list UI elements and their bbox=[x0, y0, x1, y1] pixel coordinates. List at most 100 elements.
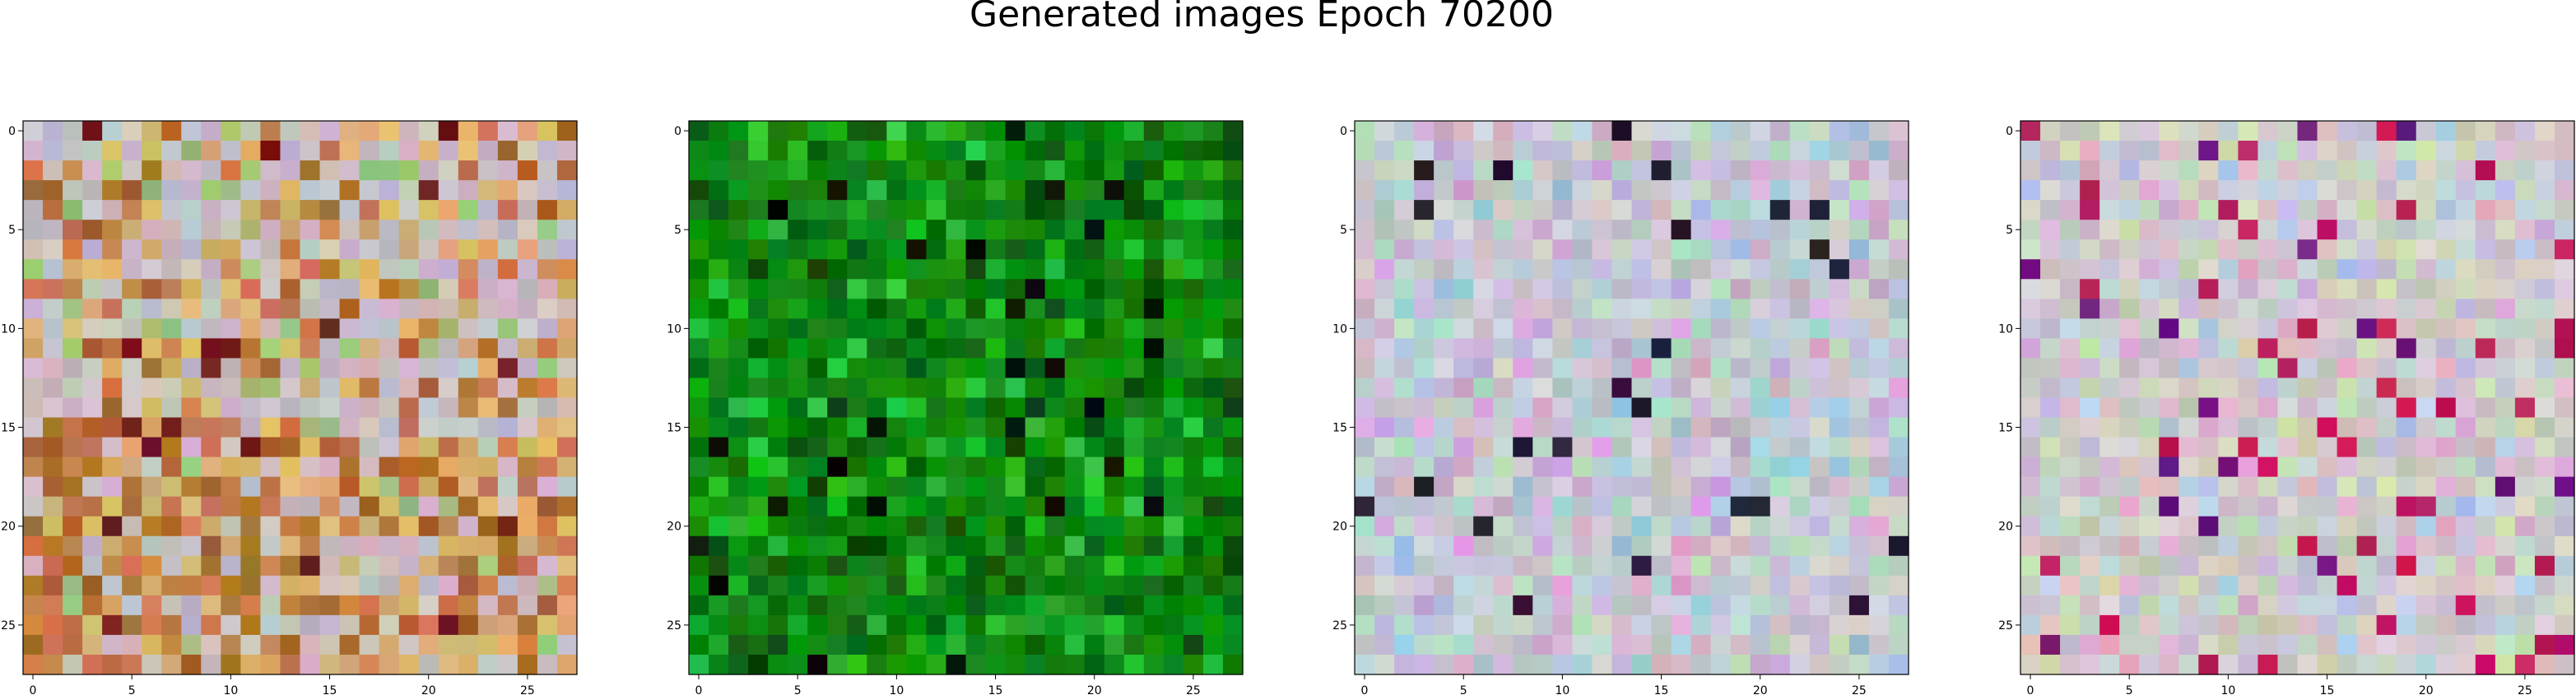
pixel-cell bbox=[2238, 595, 2259, 616]
pixel-cell bbox=[867, 259, 887, 280]
pixel-cell bbox=[2495, 654, 2516, 675]
pixel-cell bbox=[181, 378, 202, 399]
pixel-cell bbox=[1064, 654, 1086, 675]
pixel-cell bbox=[319, 220, 341, 240]
pixel-cell bbox=[2297, 595, 2318, 616]
pixel-cell bbox=[788, 279, 808, 299]
pixel-cell bbox=[1572, 378, 1593, 399]
pixel-cell bbox=[379, 160, 400, 181]
pixel-cell bbox=[1671, 279, 1692, 299]
pixel-cell bbox=[63, 200, 83, 220]
pixel-cell bbox=[2514, 555, 2536, 577]
pixel-cell bbox=[1394, 318, 1415, 339]
pixel-cell bbox=[1394, 614, 1415, 636]
pixel-cell bbox=[418, 141, 439, 161]
pixel-cell bbox=[1750, 437, 1771, 458]
pixel-cell bbox=[556, 358, 578, 379]
pixel-cell bbox=[2040, 180, 2061, 201]
pixel-cell bbox=[1868, 437, 1890, 458]
pixel-cell bbox=[926, 220, 947, 240]
pixel-cell bbox=[1592, 239, 1613, 260]
pixel-cell bbox=[1868, 378, 1890, 399]
pixel-cell bbox=[1123, 397, 1145, 419]
pixel-cell bbox=[1888, 476, 1909, 498]
pixel-cell bbox=[2416, 417, 2437, 438]
pixel-cell bbox=[2218, 614, 2239, 636]
pixel-cell bbox=[556, 141, 578, 161]
pixel-cell bbox=[2178, 496, 2199, 517]
pixel-cell bbox=[63, 555, 83, 577]
pixel-cell bbox=[946, 121, 967, 141]
pixel-cell bbox=[807, 496, 828, 517]
pixel-cell bbox=[2040, 516, 2061, 537]
pixel-cell bbox=[2020, 437, 2041, 458]
pixel-cell bbox=[709, 595, 729, 616]
pixel-cell bbox=[2554, 239, 2575, 260]
pixel-cell bbox=[1453, 614, 1474, 636]
pixel-cell bbox=[379, 220, 400, 240]
pixel-cell bbox=[768, 535, 788, 557]
pixel-cell bbox=[2218, 397, 2239, 419]
pixel-cell bbox=[1888, 614, 1909, 636]
pixel-cell bbox=[438, 279, 459, 299]
pixel-cell bbox=[965, 239, 987, 260]
pixel-cell bbox=[517, 535, 538, 557]
pixel-cell bbox=[1789, 654, 1811, 675]
pixel-cell bbox=[1222, 121, 1244, 141]
pixel-cell bbox=[689, 239, 709, 260]
pixel-cell bbox=[1143, 437, 1165, 458]
pixel-cell bbox=[2435, 496, 2457, 517]
pixel-cell bbox=[1631, 318, 1653, 339]
pixel-cell bbox=[1690, 160, 1712, 181]
pixel-cell bbox=[867, 555, 887, 577]
pixel-cell bbox=[63, 397, 83, 419]
pixel-cell bbox=[926, 299, 947, 319]
pixel-cell bbox=[2060, 456, 2081, 478]
pixel-cell bbox=[1493, 338, 1514, 359]
pixel-cell bbox=[517, 299, 538, 319]
pixel-cell bbox=[2040, 378, 2061, 399]
pixel-cell bbox=[477, 121, 499, 141]
pixel-cell bbox=[2337, 121, 2358, 141]
pixel-cell bbox=[240, 121, 262, 141]
pixel-cell bbox=[280, 279, 301, 299]
pixel-cell bbox=[2218, 200, 2239, 220]
pixel-cell bbox=[1143, 299, 1165, 319]
y-tick-label: 5 bbox=[2006, 224, 2013, 237]
pixel-cell bbox=[2257, 614, 2279, 636]
pixel-cell bbox=[240, 279, 262, 299]
pixel-cell bbox=[985, 200, 1007, 220]
pixel-cell bbox=[1671, 476, 1692, 498]
pixel-cell bbox=[2139, 595, 2160, 616]
pixel-cell bbox=[748, 516, 769, 537]
pixel-cell bbox=[300, 397, 321, 419]
pixel-cell bbox=[1789, 160, 1811, 181]
pixel-cell bbox=[221, 121, 241, 141]
pixel-cell bbox=[221, 279, 241, 299]
pixel-cell bbox=[1829, 516, 1850, 537]
pixel-cell bbox=[2277, 299, 2299, 319]
pixel-cell bbox=[201, 259, 221, 280]
pixel-cell bbox=[1769, 358, 1791, 379]
pixel-cell bbox=[2514, 417, 2536, 438]
pixel-cell bbox=[2277, 141, 2299, 161]
pixel-cell bbox=[847, 259, 867, 280]
pixel-cell bbox=[728, 456, 749, 478]
pixel-cell bbox=[1671, 417, 1692, 438]
pixel-cell bbox=[2534, 220, 2555, 240]
pixel-cell bbox=[1710, 180, 1732, 201]
pixel-cell bbox=[1888, 318, 1909, 339]
pixel-cell bbox=[2238, 318, 2259, 339]
pixel-cell bbox=[517, 180, 538, 201]
pixel-cell bbox=[2534, 496, 2555, 517]
pixel-cell bbox=[1848, 496, 1870, 517]
pixel-cell bbox=[2435, 476, 2457, 498]
pixel-cell bbox=[886, 614, 907, 636]
pixel-cell bbox=[1414, 595, 1434, 616]
pixel-cell bbox=[1552, 239, 1573, 260]
pixel-cell bbox=[2099, 220, 2120, 240]
pixel-cell bbox=[181, 180, 202, 201]
pixel-cell bbox=[827, 200, 848, 220]
pixel-cell bbox=[1848, 595, 1870, 616]
pixel-cell bbox=[1183, 318, 1204, 339]
